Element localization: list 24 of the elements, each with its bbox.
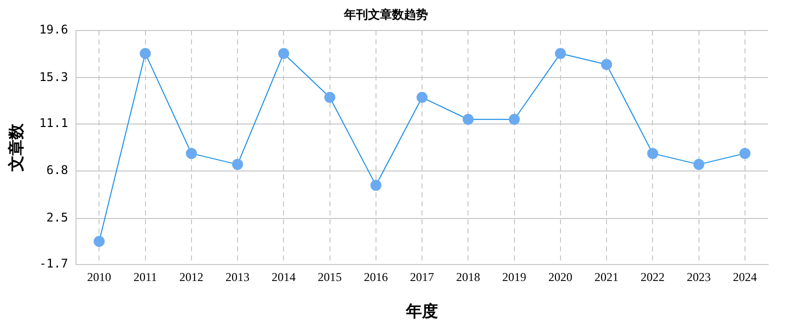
x-tick-label: 2023 — [686, 270, 711, 284]
x-tick-label: 2014 — [272, 270, 296, 284]
x-tick-label: 2013 — [226, 270, 250, 284]
chart-title: 年刊文章数趋势 — [343, 7, 428, 22]
x-tick-label: 2012 — [179, 270, 204, 284]
y-axis-title: 文章数 — [8, 122, 26, 172]
x-tick-label: 2015 — [318, 270, 342, 284]
x-tick-label: 2016 — [364, 270, 388, 284]
x-tick-label: 2010 — [87, 270, 112, 284]
x-tick-label: 2022 — [640, 270, 665, 284]
y-tick-label: 15.3 — [39, 70, 68, 84]
y-tick-label: 19.6 — [39, 22, 68, 37]
y-tick-label: 11.1 — [39, 116, 68, 130]
y-tick-label: 6.8 — [46, 163, 68, 178]
x-axis-title: 年度 — [405, 302, 438, 321]
y-tick-label: -1.7 — [39, 256, 68, 271]
x-tick-label: 2019 — [502, 270, 526, 284]
x-tick-label: 2024 — [732, 270, 757, 284]
x-tick-label: 2018 — [456, 270, 480, 284]
x-tick-label: 2011 — [134, 270, 158, 284]
x-tick-label: 2021 — [594, 270, 619, 284]
x-tick-label: 2017 — [410, 270, 434, 284]
y-tick-label: 2.5 — [46, 210, 68, 224]
x-tick-label: 2020 — [548, 270, 572, 284]
